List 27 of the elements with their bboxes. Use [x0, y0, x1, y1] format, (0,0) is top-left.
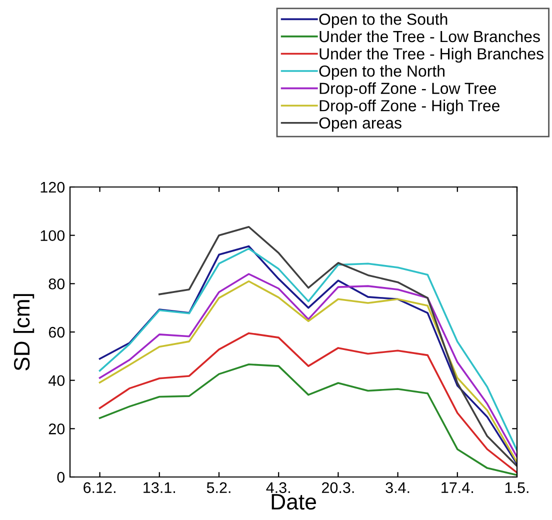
legend-label: Open areas — [319, 117, 402, 132]
y-tick-label: 0 — [57, 472, 65, 483]
line-series — [98, 332, 517, 474]
y-tick-label: 120 — [40, 182, 65, 193]
x-tick-label: 3.4. — [386, 482, 410, 494]
line-series — [98, 363, 517, 476]
x-tick-label: 13.1. — [144, 482, 175, 494]
y-tick-label: 100 — [40, 230, 65, 242]
x-axis-title: Date — [272, 494, 316, 510]
line-series — [158, 226, 517, 468]
legend-label: Open to the South — [319, 13, 448, 28]
x-tick-label: 6.12. — [84, 482, 116, 494]
y-tick-label: 20 — [48, 424, 65, 434]
x-tick-label: 5.2. — [206, 482, 230, 494]
legend-label: Under the Tree - High Branches — [320, 48, 544, 63]
legend-label: Open to the North — [319, 65, 444, 80]
legend-label: Drop-off Zone - High Tree — [320, 100, 500, 114]
y-tick-label: 40 — [48, 375, 65, 386]
y-axis-title: SD [cm] — [13, 294, 34, 370]
x-tick-label: 4.3. — [266, 482, 290, 494]
x-tick-label: 17.4. — [442, 482, 473, 493]
y-tick-label: 60 — [48, 326, 65, 338]
x-tick-label: 1.5. — [505, 482, 528, 494]
x-tick-label: 20.3. — [322, 482, 354, 494]
legend-label: Under the Tree - Low Branches — [320, 30, 540, 42]
legend-label: Drop-off Zone - Low Tree — [320, 82, 496, 98]
y-tick-label: 80 — [48, 278, 65, 290]
